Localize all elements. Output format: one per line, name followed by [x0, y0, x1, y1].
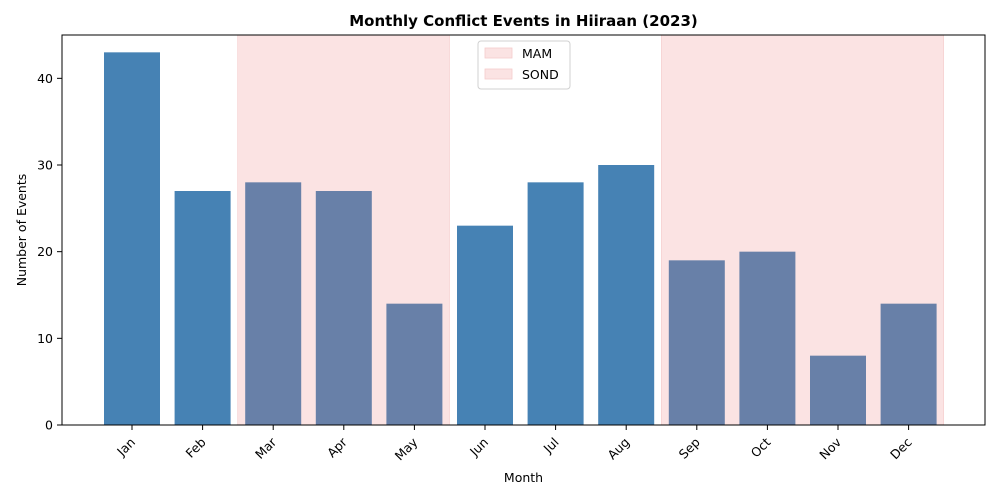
x-tick-label: May	[392, 434, 421, 463]
bar-sep	[668, 260, 725, 425]
plot-frame	[61, 34, 986, 426]
legend-swatch-sond	[484, 68, 513, 80]
bar-jun	[457, 225, 513, 425]
bars-layer	[104, 52, 937, 425]
y-tick-label: 20	[37, 244, 53, 259]
bar-apr	[315, 191, 372, 425]
x-tick-label: Jun	[466, 435, 491, 460]
y-tick-label: 40	[37, 71, 53, 86]
legend-swatch-mam	[484, 47, 513, 59]
bar-oct	[739, 251, 796, 425]
x-axis-label: Month	[504, 470, 543, 485]
x-tick-label: Sep	[676, 434, 703, 461]
legend: MAM SOND	[477, 40, 571, 90]
y-axis-ticks: 0 10 20 30 40	[37, 71, 62, 433]
x-tick-label: Mar	[252, 434, 280, 462]
x-tick-label: Dec	[887, 434, 915, 462]
chart-title: Monthly Conflict Events in Hiiraan (2023…	[349, 12, 698, 30]
x-tick-label: Jul	[540, 435, 562, 457]
x-tick-label: Feb	[182, 434, 208, 460]
legend-label-sond: SOND	[522, 67, 559, 82]
y-axis-label: Number of Events	[14, 174, 29, 287]
bar-nov	[810, 355, 866, 425]
y-tick-label: 0	[45, 418, 53, 433]
x-tick-label: Apr	[324, 434, 351, 461]
bar-mar	[245, 182, 302, 425]
bar-may	[386, 303, 443, 425]
bar-dec	[880, 303, 937, 425]
x-axis-ticks: Jan Feb Mar Apr May Jun Jul Aug Sep Oct Nov Dec	[113, 425, 915, 463]
x-tick-label: Nov	[816, 434, 844, 462]
bar-feb	[174, 191, 231, 425]
y-tick-label: 30	[37, 158, 53, 173]
legend-label-mam: MAM	[522, 46, 552, 61]
bar-aug	[598, 165, 655, 425]
x-tick-label: Jan	[113, 435, 138, 460]
bar-jan	[104, 52, 160, 425]
y-tick-label: 10	[37, 331, 53, 346]
bar-jul	[527, 182, 584, 425]
x-tick-label: Aug	[604, 435, 632, 463]
x-tick-label: Oct	[748, 434, 774, 460]
